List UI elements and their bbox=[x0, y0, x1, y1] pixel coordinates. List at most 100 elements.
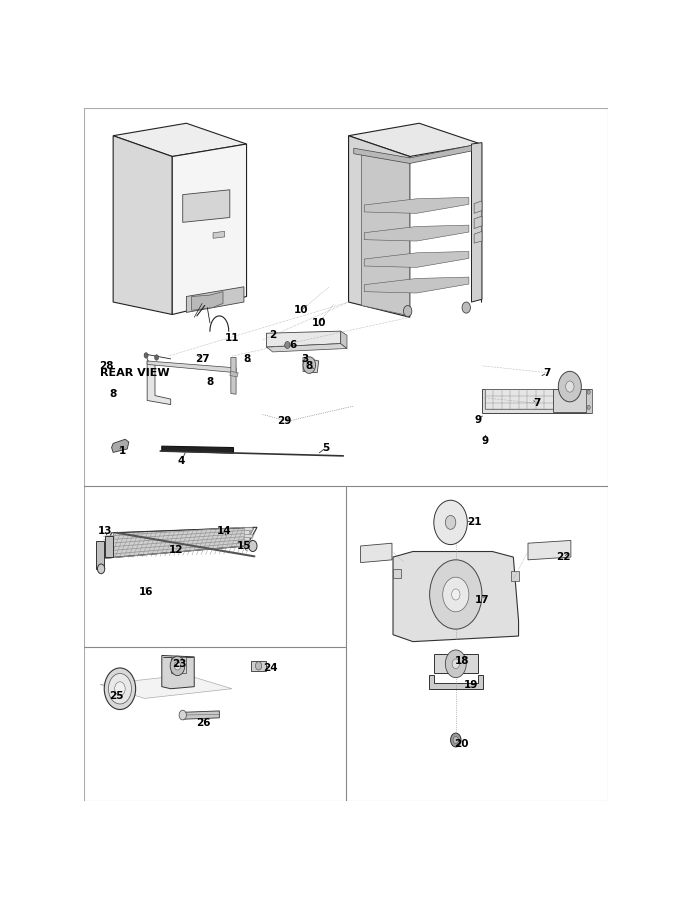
Polygon shape bbox=[474, 231, 482, 243]
Polygon shape bbox=[113, 123, 246, 157]
Polygon shape bbox=[244, 536, 249, 540]
Text: 17: 17 bbox=[475, 595, 489, 605]
Text: 21: 21 bbox=[467, 518, 481, 527]
Polygon shape bbox=[474, 201, 482, 213]
Polygon shape bbox=[354, 146, 471, 164]
Polygon shape bbox=[105, 536, 113, 557]
Polygon shape bbox=[111, 439, 129, 453]
Text: 8: 8 bbox=[207, 377, 213, 387]
Text: 2: 2 bbox=[269, 330, 276, 340]
Circle shape bbox=[587, 390, 590, 394]
Polygon shape bbox=[244, 534, 252, 536]
Circle shape bbox=[446, 650, 466, 678]
Polygon shape bbox=[364, 197, 469, 213]
Polygon shape bbox=[441, 502, 452, 516]
Circle shape bbox=[115, 682, 125, 696]
Text: 7: 7 bbox=[533, 398, 541, 409]
Circle shape bbox=[170, 656, 185, 676]
Polygon shape bbox=[113, 136, 172, 314]
Text: 3: 3 bbox=[302, 354, 308, 364]
Polygon shape bbox=[434, 654, 478, 673]
Circle shape bbox=[452, 659, 460, 669]
Polygon shape bbox=[267, 344, 347, 352]
Text: 4: 4 bbox=[178, 456, 185, 466]
Polygon shape bbox=[471, 142, 482, 302]
Polygon shape bbox=[485, 389, 553, 410]
Text: REAR VIEW: REAR VIEW bbox=[100, 368, 169, 378]
Polygon shape bbox=[213, 231, 225, 239]
Polygon shape bbox=[186, 287, 244, 312]
Text: 29: 29 bbox=[277, 416, 292, 427]
Polygon shape bbox=[482, 389, 591, 413]
Text: 1: 1 bbox=[118, 446, 126, 456]
Polygon shape bbox=[528, 540, 571, 560]
Polygon shape bbox=[429, 675, 483, 688]
Circle shape bbox=[558, 372, 581, 401]
Polygon shape bbox=[303, 357, 319, 373]
Circle shape bbox=[179, 710, 186, 720]
Text: 27: 27 bbox=[195, 354, 209, 364]
Polygon shape bbox=[435, 518, 446, 530]
Polygon shape bbox=[393, 569, 401, 578]
Text: 13: 13 bbox=[98, 526, 113, 536]
Polygon shape bbox=[474, 216, 482, 229]
Circle shape bbox=[155, 355, 159, 360]
Text: 6: 6 bbox=[289, 340, 296, 350]
Polygon shape bbox=[244, 540, 252, 543]
Polygon shape bbox=[364, 225, 469, 241]
Polygon shape bbox=[444, 526, 452, 544]
Text: 25: 25 bbox=[109, 690, 124, 701]
Circle shape bbox=[429, 560, 482, 629]
Polygon shape bbox=[104, 527, 254, 558]
Polygon shape bbox=[364, 277, 469, 293]
Polygon shape bbox=[364, 251, 469, 267]
Circle shape bbox=[566, 381, 574, 392]
Polygon shape bbox=[362, 151, 410, 316]
Polygon shape bbox=[250, 661, 267, 670]
Polygon shape bbox=[147, 361, 171, 405]
Polygon shape bbox=[341, 331, 347, 348]
Polygon shape bbox=[511, 571, 518, 580]
Polygon shape bbox=[96, 541, 104, 569]
Text: 14: 14 bbox=[217, 526, 232, 536]
Text: 16: 16 bbox=[139, 587, 153, 597]
Circle shape bbox=[306, 362, 312, 369]
Text: 19: 19 bbox=[464, 680, 479, 689]
Polygon shape bbox=[230, 372, 238, 377]
Text: 8: 8 bbox=[109, 389, 117, 399]
Polygon shape bbox=[100, 675, 232, 698]
Circle shape bbox=[97, 564, 105, 573]
Circle shape bbox=[462, 302, 470, 313]
Text: 9: 9 bbox=[475, 415, 481, 425]
Text: 5: 5 bbox=[323, 443, 329, 453]
Polygon shape bbox=[348, 123, 481, 157]
Circle shape bbox=[174, 662, 181, 670]
Text: 12: 12 bbox=[169, 545, 183, 555]
Circle shape bbox=[303, 356, 316, 374]
Text: 28: 28 bbox=[99, 361, 113, 371]
Circle shape bbox=[446, 516, 456, 529]
Text: 23: 23 bbox=[172, 659, 187, 669]
Polygon shape bbox=[172, 144, 246, 314]
Circle shape bbox=[587, 405, 590, 410]
Text: 10: 10 bbox=[294, 305, 308, 315]
Circle shape bbox=[285, 341, 290, 348]
Polygon shape bbox=[147, 361, 236, 373]
Circle shape bbox=[453, 736, 458, 743]
Circle shape bbox=[434, 500, 467, 544]
Text: 22: 22 bbox=[556, 552, 570, 562]
Circle shape bbox=[109, 673, 132, 704]
Polygon shape bbox=[585, 389, 592, 413]
Polygon shape bbox=[244, 527, 252, 530]
Polygon shape bbox=[348, 136, 410, 318]
Text: 26: 26 bbox=[196, 718, 211, 728]
Text: 7: 7 bbox=[543, 368, 551, 378]
Polygon shape bbox=[162, 446, 234, 453]
Polygon shape bbox=[456, 505, 464, 522]
Circle shape bbox=[248, 540, 257, 552]
Circle shape bbox=[404, 305, 412, 317]
Polygon shape bbox=[452, 526, 466, 536]
Polygon shape bbox=[231, 357, 236, 394]
Circle shape bbox=[255, 662, 262, 670]
Polygon shape bbox=[162, 655, 194, 688]
